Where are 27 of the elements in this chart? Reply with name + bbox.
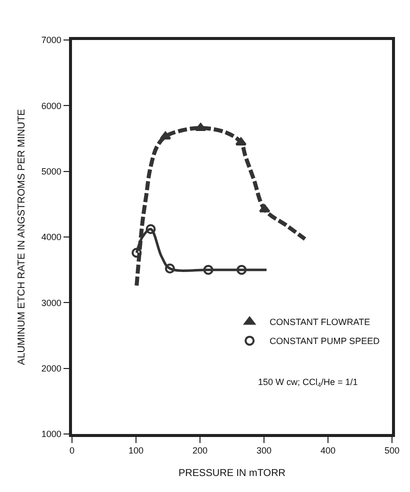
point [164, 264, 175, 274]
y-tick-label: 3000 [41, 298, 62, 308]
legend-label: CONSTANT FLOWRATE [270, 317, 370, 328]
x-tick-label: 200 [192, 446, 208, 456]
point [132, 248, 142, 258]
point [160, 132, 172, 140]
x-tick-label: 0 [69, 446, 75, 456]
y-tick-label: 1000 [41, 429, 62, 440]
point [195, 122, 206, 131]
x-tick-label: 300 [256, 446, 272, 456]
annotation: 150 W cw; CCl$_{4}$/He = 1/1 [258, 377, 358, 389]
x-axis-title: PRESSURE IN mTORR [178, 468, 286, 480]
y-tick-label: 7000 [41, 35, 62, 46]
point [235, 137, 247, 146]
x-tick-label: 500 [384, 446, 400, 456]
y-tick-label: 6000 [41, 100, 62, 111]
y-tick-label: 4000 [41, 232, 62, 242]
y-tick-label: 2000 [41, 363, 62, 374]
x-tick-label: 400 [320, 446, 336, 456]
point [146, 224, 156, 234]
y-axis-title: ALUMINUM ETCH RATE IN ANGSTROMS PER MINUTE [16, 108, 28, 365]
point [236, 264, 247, 275]
point [203, 264, 214, 275]
point [259, 204, 270, 212]
y-tick-label: 5000 [41, 166, 62, 176]
legend-label: CONSTANT PUMP SPEED [270, 336, 380, 346]
x-tick-label: 100 [128, 446, 144, 456]
